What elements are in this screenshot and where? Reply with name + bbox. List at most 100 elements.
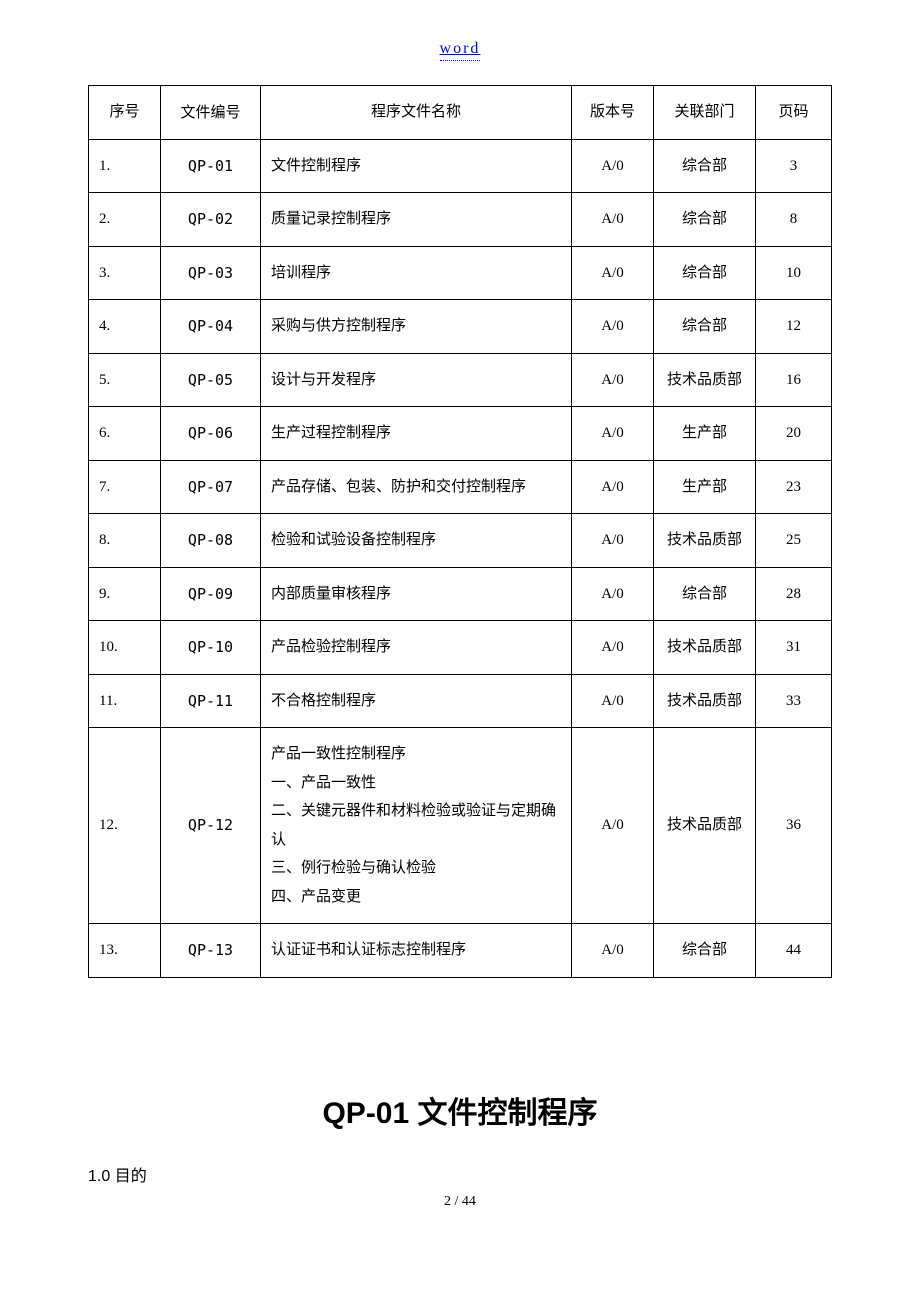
cell-name: 产品存储、包装、防护和交付控制程序 — [261, 460, 572, 514]
table-row: 7.QP-07产品存储、包装、防护和交付控制程序A/0生产部23 — [89, 460, 832, 514]
table-row: 1.QP-01文件控制程序A/0综合部3 — [89, 139, 832, 193]
cell-version: A/0 — [572, 924, 654, 978]
cell-department: 综合部 — [654, 300, 756, 354]
cell-page: 44 — [756, 924, 832, 978]
cell-version: A/0 — [572, 460, 654, 514]
table-row: 5.QP-05设计与开发程序A/0技术品质部16 — [89, 353, 832, 407]
table-container: 序号 文件编号 程序文件名称 版本号 关联部门 页码 1.QP-01文件控制程序… — [0, 69, 920, 978]
cell-code: QP-02 — [161, 193, 261, 247]
cell-version: A/0 — [572, 674, 654, 728]
cell-code: QP-13 — [161, 924, 261, 978]
cell-code: QP-07 — [161, 460, 261, 514]
cell-department: 技术品质部 — [654, 514, 756, 568]
cell-page: 12 — [756, 300, 832, 354]
cell-page: 8 — [756, 193, 832, 247]
cell-page: 16 — [756, 353, 832, 407]
cell-seq: 6. — [89, 407, 161, 461]
cell-department: 综合部 — [654, 567, 756, 621]
cell-seq: 7. — [89, 460, 161, 514]
table-body: 1.QP-01文件控制程序A/0综合部32.QP-02质量记录控制程序A/0综合… — [89, 139, 832, 977]
cell-department: 技术品质部 — [654, 728, 756, 924]
cell-version: A/0 — [572, 139, 654, 193]
col-header-code: 文件编号 — [161, 86, 261, 140]
cell-name: 设计与开发程序 — [261, 353, 572, 407]
cell-seq: 8. — [89, 514, 161, 568]
cell-code: QP-09 — [161, 567, 261, 621]
cell-department: 生产部 — [654, 407, 756, 461]
cell-seq: 5. — [89, 353, 161, 407]
cell-department: 技术品质部 — [654, 353, 756, 407]
cell-version: A/0 — [572, 246, 654, 300]
cell-name: 认证证书和认证标志控制程序 — [261, 924, 572, 978]
cell-department: 技术品质部 — [654, 621, 756, 675]
col-header-dept: 关联部门 — [654, 86, 756, 140]
cell-department: 综合部 — [654, 246, 756, 300]
cell-page: 33 — [756, 674, 832, 728]
table-row: 4.QP-04采购与供方控制程序A/0综合部12 — [89, 300, 832, 354]
cell-version: A/0 — [572, 728, 654, 924]
cell-name: 产品检验控制程序 — [261, 621, 572, 675]
cell-code: QP-03 — [161, 246, 261, 300]
page-footer: 2 / 44 — [0, 1186, 920, 1234]
table-row: 11.QP-11不合格控制程序A/0技术品质部33 — [89, 674, 832, 728]
table-row: 2.QP-02质量记录控制程序A/0综合部8 — [89, 193, 832, 247]
col-header-name: 程序文件名称 — [261, 86, 572, 140]
cell-code: QP-08 — [161, 514, 261, 568]
header-link[interactable]: word — [440, 40, 481, 57]
cell-name-line: 产品一致性控制程序 — [271, 740, 561, 769]
cell-seq: 4. — [89, 300, 161, 354]
col-header-page: 页码 — [756, 86, 832, 140]
cell-department: 综合部 — [654, 193, 756, 247]
cell-department: 生产部 — [654, 460, 756, 514]
cell-department: 技术品质部 — [654, 674, 756, 728]
table-row: 3.QP-03培训程序A/0综合部10 — [89, 246, 832, 300]
cell-code: QP-05 — [161, 353, 261, 407]
table-row: 6.QP-06生产过程控制程序A/0生产部20 — [89, 407, 832, 461]
cell-page: 10 — [756, 246, 832, 300]
cell-name: 培训程序 — [261, 246, 572, 300]
cell-version: A/0 — [572, 621, 654, 675]
cell-code: QP-11 — [161, 674, 261, 728]
header-underline — [440, 60, 480, 61]
cell-version: A/0 — [572, 300, 654, 354]
table-header-row: 序号 文件编号 程序文件名称 版本号 关联部门 页码 — [89, 86, 832, 140]
cell-code: QP-04 — [161, 300, 261, 354]
cell-name: 检验和试验设备控制程序 — [261, 514, 572, 568]
cell-page: 25 — [756, 514, 832, 568]
cell-name: 产品一致性控制程序一、产品一致性二、关键元器件和材料检验或验证与定期确认三、例行… — [261, 728, 572, 924]
cell-page: 20 — [756, 407, 832, 461]
cell-name-line: 四、产品变更 — [271, 883, 561, 912]
cell-name-line: 一、产品一致性 — [271, 769, 561, 798]
cell-seq: 2. — [89, 193, 161, 247]
cell-seq: 1. — [89, 139, 161, 193]
cell-version: A/0 — [572, 567, 654, 621]
table-row: 10.QP-10产品检验控制程序A/0技术品质部31 — [89, 621, 832, 675]
cell-name: 文件控制程序 — [261, 139, 572, 193]
cell-name-line: 二、关键元器件和材料检验或验证与定期确认 — [271, 797, 561, 854]
cell-version: A/0 — [572, 193, 654, 247]
cell-page: 3 — [756, 139, 832, 193]
section-sub: 1.0 目的 — [0, 1132, 920, 1186]
section-heading: QP-01 文件控制程序 — [0, 1088, 920, 1132]
cell-seq: 13. — [89, 924, 161, 978]
cell-name: 生产过程控制程序 — [261, 407, 572, 461]
cell-name-line: 三、例行检验与确认检验 — [271, 854, 561, 883]
cell-code: QP-06 — [161, 407, 261, 461]
cell-name: 内部质量审核程序 — [261, 567, 572, 621]
cell-seq: 3. — [89, 246, 161, 300]
cell-code: QP-01 — [161, 139, 261, 193]
cell-seq: 11. — [89, 674, 161, 728]
col-header-ver: 版本号 — [572, 86, 654, 140]
cell-seq: 9. — [89, 567, 161, 621]
page-header: word — [0, 0, 920, 69]
cell-name: 不合格控制程序 — [261, 674, 572, 728]
cell-page: 36 — [756, 728, 832, 924]
table-row: 9.QP-09内部质量审核程序A/0综合部28 — [89, 567, 832, 621]
cell-version: A/0 — [572, 407, 654, 461]
table-row: 13.QP-13认证证书和认证标志控制程序A/0综合部44 — [89, 924, 832, 978]
cell-name: 采购与供方控制程序 — [261, 300, 572, 354]
cell-page: 28 — [756, 567, 832, 621]
cell-name: 质量记录控制程序 — [261, 193, 572, 247]
table-row: 8.QP-08检验和试验设备控制程序A/0技术品质部25 — [89, 514, 832, 568]
cell-code: QP-12 — [161, 728, 261, 924]
